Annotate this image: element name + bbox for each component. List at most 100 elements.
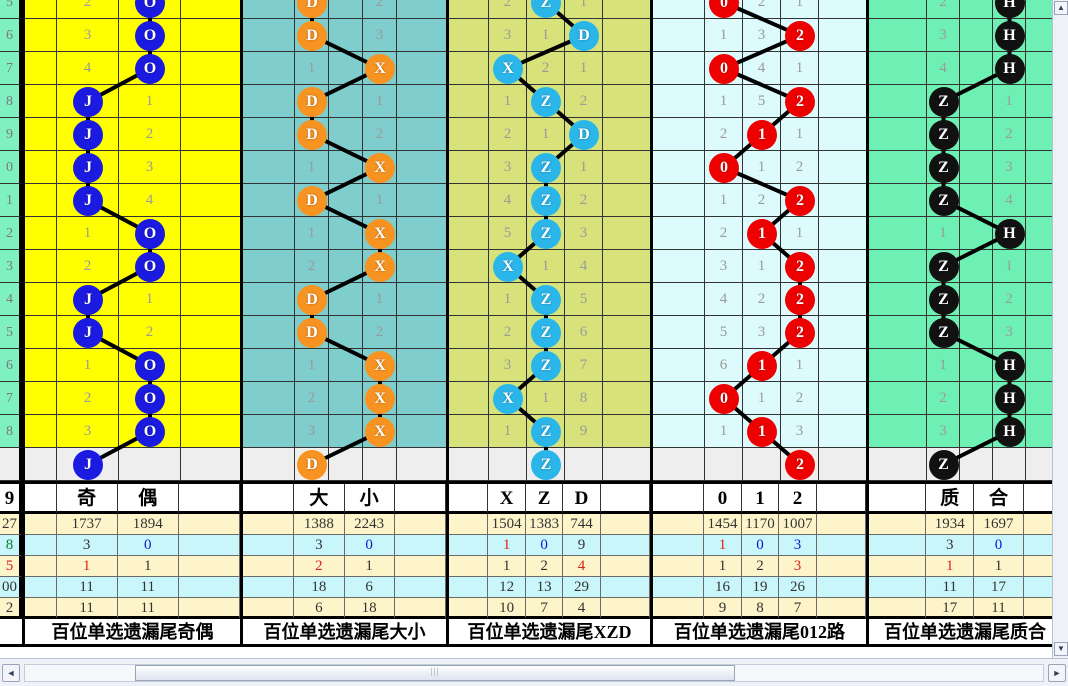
stat-cell — [394, 514, 446, 535]
marker-O[interactable]: O — [135, 383, 165, 414]
marker-0[interactable]: 0 — [709, 152, 739, 183]
marker-Z[interactable]: Z — [531, 317, 561, 348]
marker-2[interactable]: 2 — [785, 317, 815, 348]
marker-Z[interactable]: Z — [928, 119, 959, 150]
marker-H[interactable]: H — [994, 416, 1025, 447]
marker-X[interactable]: X — [365, 152, 395, 183]
marker-O[interactable]: O — [135, 53, 165, 84]
marker-0[interactable]: 0 — [709, 53, 739, 84]
chart-cell — [397, 151, 446, 184]
marker-X[interactable]: X — [365, 350, 395, 381]
marker-X[interactable]: X — [365, 251, 395, 282]
stat-cell: 3 — [926, 535, 975, 556]
header-D: D — [563, 484, 601, 514]
marker-D[interactable]: D — [297, 20, 327, 51]
scrollbar-track[interactable] — [24, 663, 1044, 682]
scroll-right-arrow[interactable]: ► — [1048, 663, 1066, 682]
marker-Z[interactable]: Z — [928, 185, 959, 216]
marker-J[interactable]: J — [73, 86, 103, 117]
marker-Z[interactable]: Z — [531, 218, 561, 249]
marker-X[interactable]: X — [365, 383, 395, 414]
marker-D[interactable]: D — [569, 20, 599, 51]
scroll-left-arrow[interactable]: ◄ — [2, 663, 20, 682]
header-spacer — [449, 484, 489, 514]
marker-H[interactable]: H — [994, 20, 1025, 51]
marker-Z[interactable]: Z — [928, 86, 959, 117]
panel-title-lu012[interactable]: 百位单选遗漏尾012路 — [653, 619, 866, 647]
marker-O[interactable]: O — [135, 20, 165, 51]
marker-Z[interactable]: Z — [928, 152, 959, 183]
marker-1[interactable]: 1 — [747, 416, 777, 447]
marker-J[interactable]: J — [73, 317, 103, 348]
index-cell: 2 — [0, 217, 22, 250]
horizontal-scrollbar[interactable]: ◄ ► — [0, 658, 1068, 686]
marker-D[interactable]: D — [297, 86, 327, 117]
marker-Z[interactable]: Z — [531, 86, 561, 117]
marker-1[interactable]: 1 — [747, 350, 777, 381]
marker-2[interactable]: 2 — [785, 185, 815, 216]
marker-Z[interactable]: Z — [928, 317, 959, 348]
marker-J[interactable]: J — [73, 119, 103, 150]
marker-X[interactable]: X — [365, 218, 395, 249]
marker-Z[interactable]: Z — [531, 284, 561, 315]
marker-Z[interactable]: Z — [531, 416, 561, 447]
panel-title-qi-ou[interactable]: 百位单选遗漏尾奇偶 — [25, 619, 240, 647]
vertical-scrollbar[interactable]: ▲ ▼ — [1052, 0, 1068, 658]
marker-Z[interactable]: Z — [531, 152, 561, 183]
marker-H[interactable]: H — [994, 383, 1025, 414]
marker-H[interactable]: H — [994, 53, 1025, 84]
marker-0[interactable]: 0 — [709, 383, 739, 414]
panel-title-da-xiao[interactable]: 百位单选遗漏尾大小 — [243, 619, 446, 647]
chart-cell: 1 — [927, 217, 960, 250]
marker-D[interactable]: D — [297, 284, 327, 315]
marker-O[interactable]: O — [135, 416, 165, 447]
marker-H[interactable]: H — [994, 218, 1025, 249]
chart-cell — [329, 52, 363, 85]
marker-D[interactable]: D — [297, 449, 327, 480]
marker-D[interactable]: D — [297, 119, 327, 150]
marker-X[interactable]: X — [365, 53, 395, 84]
marker-X[interactable]: X — [493, 53, 523, 84]
marker-1[interactable]: 1 — [747, 119, 777, 150]
marker-1[interactable]: 1 — [747, 218, 777, 249]
scroll-down-arrow[interactable]: ▼ — [1054, 642, 1068, 656]
marker-2[interactable]: 2 — [785, 20, 815, 51]
marker-O[interactable]: O — [135, 218, 165, 249]
marker-J[interactable]: J — [73, 449, 103, 480]
marker-J[interactable]: J — [73, 152, 103, 183]
chart-row: 1 — [243, 184, 446, 217]
marker-X[interactable]: X — [493, 383, 523, 414]
marker-2[interactable]: 2 — [785, 251, 815, 282]
marker-2[interactable]: 2 — [785, 86, 815, 117]
marker-2[interactable]: 2 — [785, 284, 815, 315]
marker-Z[interactable]: Z — [928, 284, 959, 315]
marker-Z[interactable]: Z — [928, 449, 959, 480]
panel-title-zhi-he[interactable]: 百位单选遗漏尾质合 — [869, 619, 1061, 647]
marker-J[interactable]: J — [73, 284, 103, 315]
marker-Z[interactable]: Z — [531, 350, 561, 381]
panel-title-xzd[interactable]: 百位单选遗漏尾XZD — [449, 619, 650, 647]
marker-D[interactable]: D — [297, 317, 327, 348]
marker-Z[interactable]: Z — [531, 185, 561, 216]
scroll-up-arrow[interactable]: ▲ — [1054, 1, 1068, 15]
marker-O[interactable]: O — [135, 350, 165, 381]
marker-X[interactable]: X — [493, 251, 523, 282]
marker-J[interactable]: J — [73, 185, 103, 216]
chart-row: 1 — [869, 85, 1061, 118]
marker-Z[interactable]: Z — [928, 251, 959, 282]
marker-O[interactable]: O — [135, 251, 165, 282]
marker-Z[interactable]: Z — [531, 449, 561, 480]
marker-2[interactable]: 2 — [785, 449, 815, 480]
marker-D[interactable]: D — [569, 119, 599, 150]
marker-X[interactable]: X — [365, 416, 395, 447]
marker-D[interactable]: D — [297, 185, 327, 216]
scrollbar-thumb[interactable] — [135, 664, 735, 681]
marker-H[interactable]: H — [994, 350, 1025, 381]
